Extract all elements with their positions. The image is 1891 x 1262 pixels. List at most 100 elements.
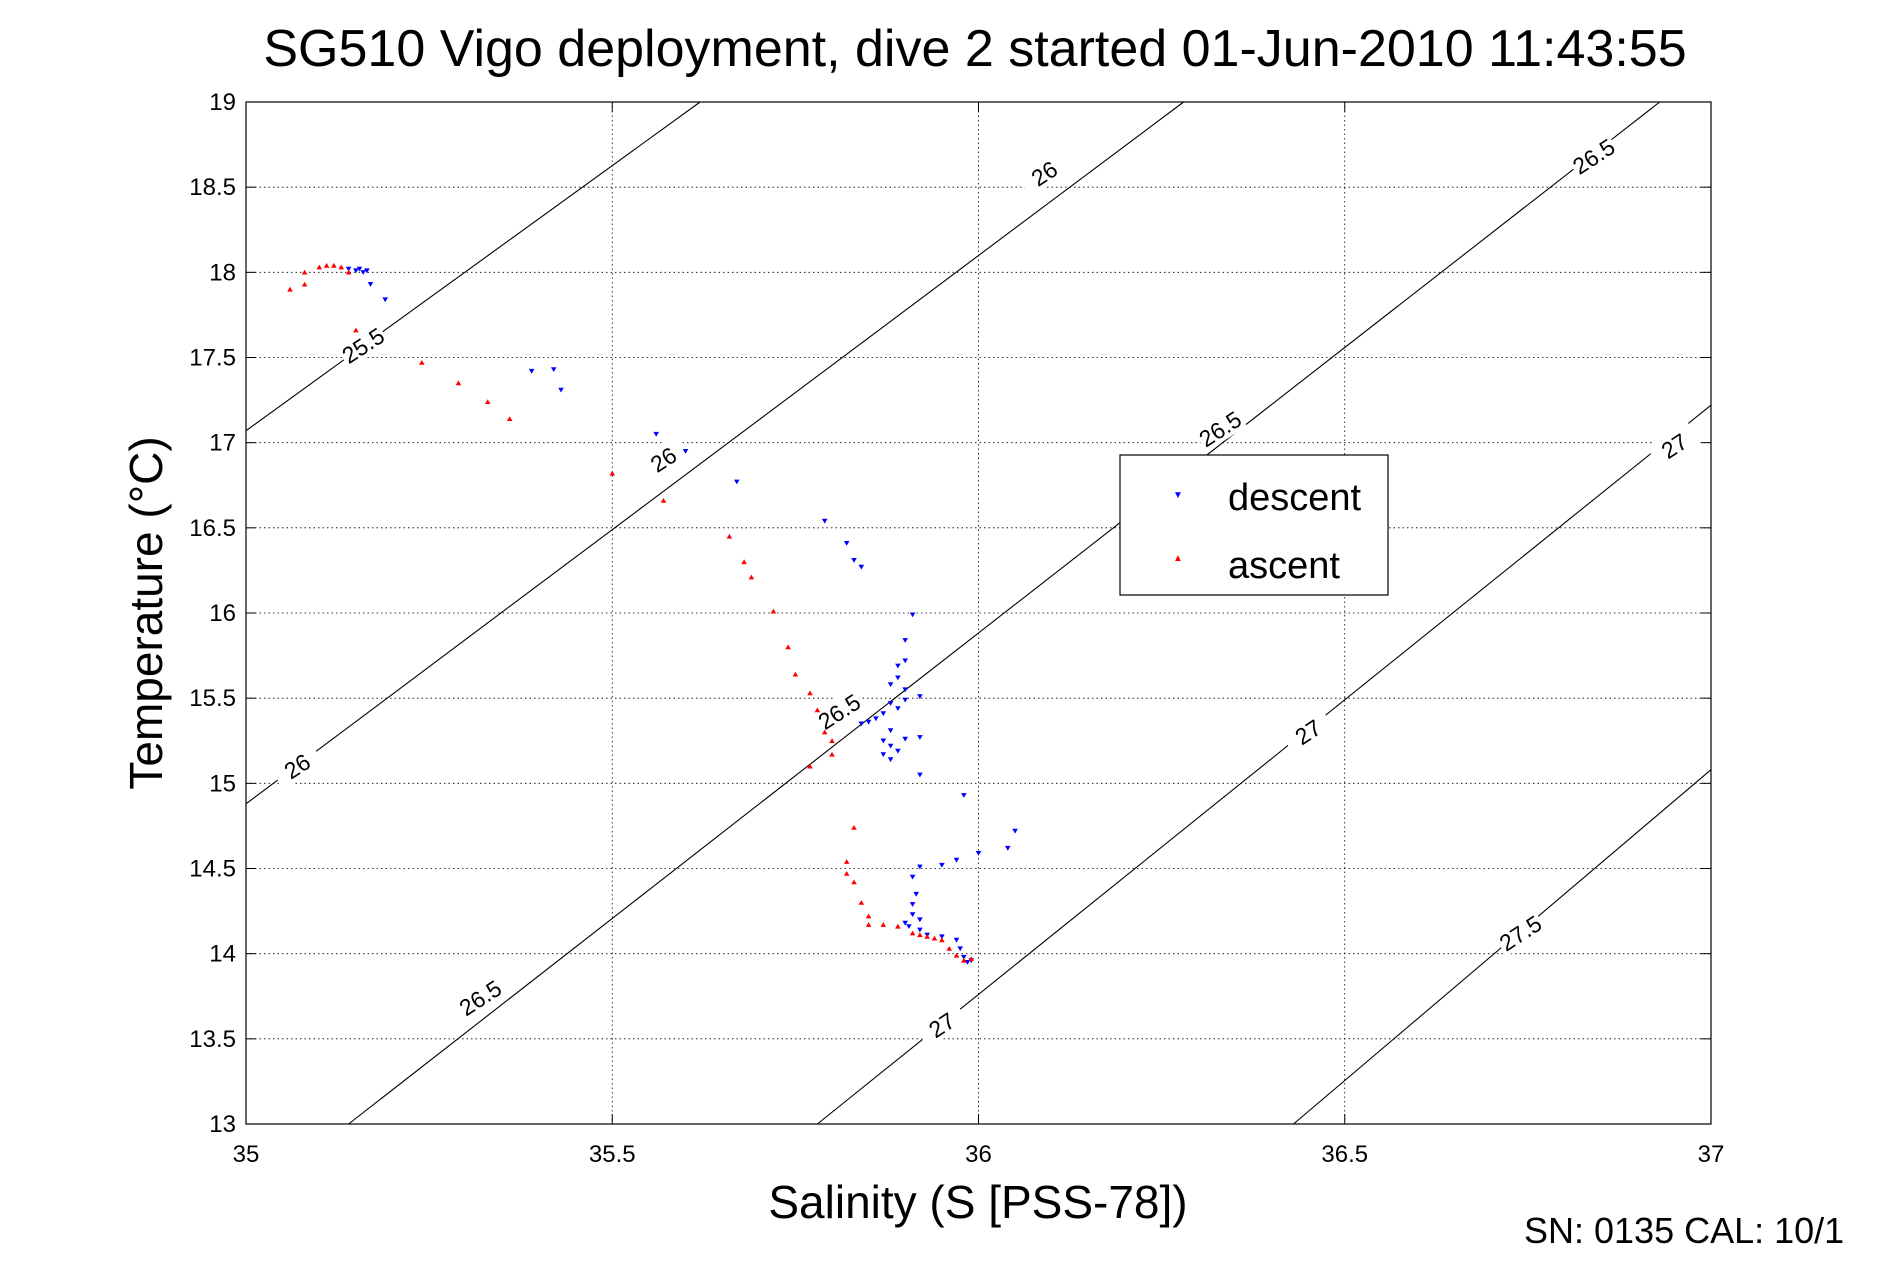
data-point-ascent <box>851 825 857 830</box>
data-point-ascent <box>770 608 777 614</box>
data-point-descent <box>909 912 916 918</box>
data-point-ascent <box>931 935 938 941</box>
data-point-descent <box>858 564 865 570</box>
data-point-descent <box>909 612 916 618</box>
data-point-descent <box>917 694 923 700</box>
data-point-descent <box>843 541 850 546</box>
data-point-ascent <box>953 952 960 958</box>
data-point-ascent <box>880 922 887 927</box>
data-point-descent <box>964 960 971 965</box>
contour-label-background <box>1016 148 1072 197</box>
data-point-descent <box>367 282 374 287</box>
contour-label-background <box>1280 707 1335 756</box>
data-point-descent <box>913 891 919 897</box>
data-point-ascent <box>821 729 828 735</box>
chart-title: SG510 Vigo deployment, dive 2 started 01… <box>263 20 1686 78</box>
data-point-descent <box>345 266 352 272</box>
data-point-ascent <box>865 913 872 919</box>
data-point-ascent <box>323 262 330 268</box>
contour-label-background <box>811 686 866 735</box>
data-point-ascent <box>865 922 872 927</box>
x-tick-label: 37 <box>1698 1141 1725 1168</box>
x-axis-label: Salinity (S [PSS-78]) <box>768 1176 1187 1228</box>
data-point-descent <box>880 711 887 717</box>
data-point-descent <box>917 735 923 740</box>
data-point-descent <box>961 954 967 960</box>
legend-marker-ascent: ▲ <box>1173 553 1183 564</box>
data-point-ascent <box>829 751 835 757</box>
y-tick-label: 13.5 <box>189 1026 236 1053</box>
data-point-descent <box>558 387 564 393</box>
contour-label-background <box>1492 908 1548 957</box>
contour-label-background <box>269 741 324 790</box>
data-point-descent <box>906 924 912 929</box>
data-point-descent <box>880 738 887 744</box>
x-tick-label: 36 <box>965 1141 992 1168</box>
data-point-ascent <box>345 269 352 275</box>
data-point-ascent <box>785 644 791 650</box>
data-point-ascent <box>792 671 799 677</box>
data-point-ascent <box>455 380 462 386</box>
data-point-descent <box>734 479 740 485</box>
y-tick-label: 17 <box>209 430 236 457</box>
data-point-ascent <box>829 738 835 743</box>
contour-label-background <box>335 320 390 369</box>
contour-label-background <box>452 973 508 1022</box>
data-point-descent <box>902 697 908 703</box>
plot-frame <box>245 101 1712 1125</box>
contour-label-background <box>914 1000 969 1049</box>
data-point-ascent <box>843 871 850 876</box>
data-point-descent <box>975 851 982 856</box>
data-point-descent <box>356 266 363 272</box>
serial-calibration-text: SN: 0135 CAL: 10/1 <box>1524 1210 1845 1251</box>
data-point-descent <box>887 728 894 734</box>
contour-label-background <box>1566 131 1621 180</box>
y-tick-label: 16.5 <box>189 515 236 542</box>
data-point-descent <box>909 874 916 880</box>
data-point-descent <box>917 917 923 923</box>
data-point-descent <box>550 367 557 372</box>
data-point-ascent <box>748 574 755 580</box>
data-point-descent <box>821 518 828 524</box>
data-point-descent <box>917 864 923 870</box>
data-point-descent <box>873 716 879 722</box>
x-tick-label: 35.5 <box>589 1141 636 1168</box>
data-point-descent <box>953 857 960 863</box>
data-point-descent <box>939 862 945 868</box>
data-point-ascent <box>353 327 359 333</box>
data-point-ascent <box>924 934 930 939</box>
y-axis-label: Temperature (°C) <box>120 436 172 789</box>
data-point-ascent <box>807 763 813 769</box>
data-point-ascent <box>301 269 308 275</box>
data-point-descent <box>953 937 960 943</box>
data-point-ascent <box>961 957 967 963</box>
x-tick-label: 36.5 <box>1321 1141 1368 1168</box>
data-point-descent <box>653 431 659 437</box>
data-point-ascent <box>609 470 615 476</box>
data-point-ascent <box>287 286 293 292</box>
contour-label-background <box>635 434 691 483</box>
legend-box <box>1119 454 1389 596</box>
data-point-ascent <box>506 416 513 421</box>
y-tick-label: 17.5 <box>189 345 236 372</box>
contour-label-background <box>1192 404 1247 453</box>
data-point-descent <box>887 701 894 706</box>
data-point-descent <box>851 558 857 563</box>
y-tick-label: 15.5 <box>189 685 236 712</box>
data-point-descent <box>902 687 908 693</box>
data-point-descent <box>917 772 923 778</box>
legend-marker-descent: ▼ <box>1173 490 1183 501</box>
data-point-descent <box>858 721 865 727</box>
legend-label-descent: descent <box>1228 477 1362 519</box>
data-point-descent <box>909 902 916 907</box>
data-point-descent <box>1012 828 1018 834</box>
data-point-descent <box>887 757 894 763</box>
data-point-descent <box>353 268 359 274</box>
data-point-descent <box>902 638 908 643</box>
data-point-ascent <box>895 923 901 929</box>
data-point-ascent <box>939 937 945 943</box>
y-tick-label: 19 <box>209 89 236 116</box>
data-point-descent <box>895 748 901 754</box>
contour-label-background <box>1646 421 1702 470</box>
